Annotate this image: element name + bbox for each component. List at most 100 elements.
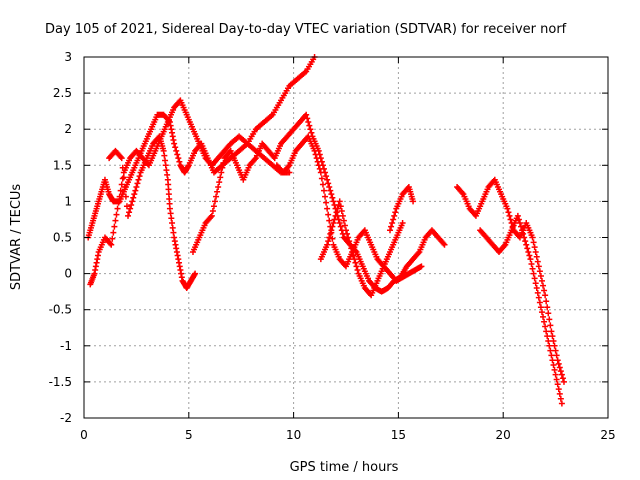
data-point [504, 205, 511, 212]
data-point [553, 376, 560, 383]
x-tick-label: 20 [496, 428, 511, 442]
data-point [530, 239, 537, 246]
data-point [549, 357, 556, 364]
data-point [550, 337, 557, 344]
data-point [531, 275, 538, 282]
data-point [353, 263, 360, 270]
data-point [551, 342, 558, 349]
data-point [546, 316, 553, 323]
data-point [558, 371, 565, 378]
data-point [327, 187, 334, 194]
data-point [551, 366, 558, 373]
data-point [319, 181, 326, 188]
data-point [544, 333, 551, 340]
data-point [338, 208, 345, 215]
data-point [313, 155, 320, 162]
data-point [329, 194, 336, 201]
plot-area: 0 5 10 15 20 25 -2 -1.5 -1 -0.5 0 0.5 1 1.5 2 2.5 3 [49, 50, 616, 442]
x-tick-label: 5 [185, 428, 193, 442]
data-point [317, 169, 324, 176]
data-point [113, 211, 120, 218]
data-point [314, 158, 321, 165]
data-point [126, 209, 133, 216]
data-point [337, 223, 344, 230]
data-point [534, 258, 541, 265]
data-point [515, 216, 522, 223]
data-point [535, 263, 542, 270]
data-point [218, 169, 225, 176]
data-point [120, 174, 127, 181]
data-point [346, 238, 353, 245]
data-point [216, 179, 223, 186]
data-point [526, 252, 533, 259]
data-point [322, 193, 329, 200]
data-point [328, 191, 335, 198]
data-point [324, 205, 331, 212]
data-point [116, 193, 123, 200]
data-point [325, 211, 332, 218]
data-point [251, 156, 258, 163]
data-point [399, 220, 406, 227]
data-point [312, 151, 319, 158]
data-point [329, 223, 336, 230]
data-point [130, 194, 137, 201]
data-point [554, 357, 561, 364]
data-point [123, 203, 130, 210]
data-point [557, 395, 564, 402]
data-point [541, 287, 548, 294]
data-point [554, 381, 561, 388]
data-point [533, 253, 540, 260]
data-point [415, 250, 422, 257]
data-point [541, 318, 548, 325]
data-point [119, 175, 126, 182]
x-tick-label: 15 [391, 428, 406, 442]
data-point [112, 217, 119, 224]
data-point [215, 183, 222, 190]
data-point [114, 205, 121, 212]
data-point [516, 220, 523, 227]
data-point [560, 378, 567, 385]
data-point [131, 191, 138, 198]
data-point [107, 240, 114, 247]
data-point [525, 248, 532, 255]
data-point [320, 187, 327, 194]
data-point [557, 368, 564, 375]
data-point [555, 360, 562, 367]
x-tick-label: 25 [600, 428, 615, 442]
data-point [549, 333, 556, 340]
data-point [118, 155, 125, 162]
data-point [341, 222, 348, 229]
data-point [522, 238, 529, 245]
data-point [305, 118, 312, 125]
data-point [389, 220, 396, 227]
data-point [390, 216, 397, 223]
data-point [537, 273, 544, 280]
y-tick-label: 1.5 [53, 158, 72, 172]
data-point [350, 252, 357, 259]
data-point [548, 328, 555, 335]
data-point [340, 217, 347, 224]
data-point [555, 386, 562, 393]
data-point [118, 181, 125, 188]
y-tick-label: 2.5 [53, 86, 72, 100]
y-tick-label: 0 [64, 267, 72, 281]
y-tick-label: 1 [64, 194, 72, 208]
data-point [324, 241, 331, 248]
data-point [304, 115, 311, 122]
data-point [115, 199, 122, 206]
data-point [536, 268, 543, 275]
data-point [132, 187, 139, 194]
data-point [440, 240, 447, 247]
data-point [535, 294, 542, 301]
data-point [331, 216, 338, 223]
data-point [323, 173, 330, 180]
data-point [109, 235, 116, 242]
data-point [387, 227, 394, 234]
data-point [546, 342, 553, 349]
data-point [110, 229, 117, 236]
y-axis-title: SDTVAR / TECUs [9, 184, 24, 291]
y-tick-label: -1.5 [49, 375, 72, 389]
data-point [550, 362, 557, 369]
data-point [556, 364, 563, 371]
data-point [121, 183, 128, 190]
